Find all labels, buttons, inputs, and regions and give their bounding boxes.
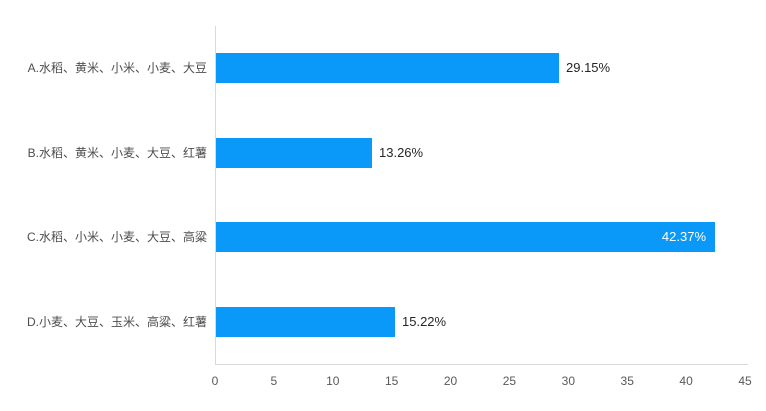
category-label: B.水稻、黄米、小麦、大豆、红薯: [27, 145, 207, 160]
y-axis-line: [215, 26, 216, 364]
x-tick-label: 40: [679, 374, 693, 388]
value-label: 29.15%: [566, 60, 611, 76]
x-tick-label: 15: [384, 374, 399, 388]
x-tick-label: 5: [270, 374, 278, 388]
bar: [216, 222, 715, 253]
value-label: 15.22%: [402, 313, 447, 329]
category-label: D.小麦、大豆、玉米、高粱、红薯: [26, 314, 207, 329]
bar: [216, 137, 372, 168]
x-tick-label: 35: [620, 374, 634, 388]
x-tick-label: 45: [738, 374, 752, 388]
x-tick-label: 25: [502, 374, 517, 388]
x-axis-line: [215, 364, 748, 365]
bar: [216, 306, 395, 337]
x-tick-label: 30: [561, 374, 576, 388]
value-label: 42.37%: [661, 229, 706, 245]
value-label: 13.26%: [379, 144, 424, 160]
category-label: A.水稻、黄米、小米、小麦、大豆: [27, 61, 207, 76]
x-tick-label: 0: [211, 374, 219, 388]
bar: [216, 53, 559, 84]
x-tick-label: 10: [326, 374, 340, 388]
category-label: C.水稻、小米、小麦、大豆、高粱: [26, 230, 207, 245]
x-tick-label: 20: [443, 374, 458, 388]
